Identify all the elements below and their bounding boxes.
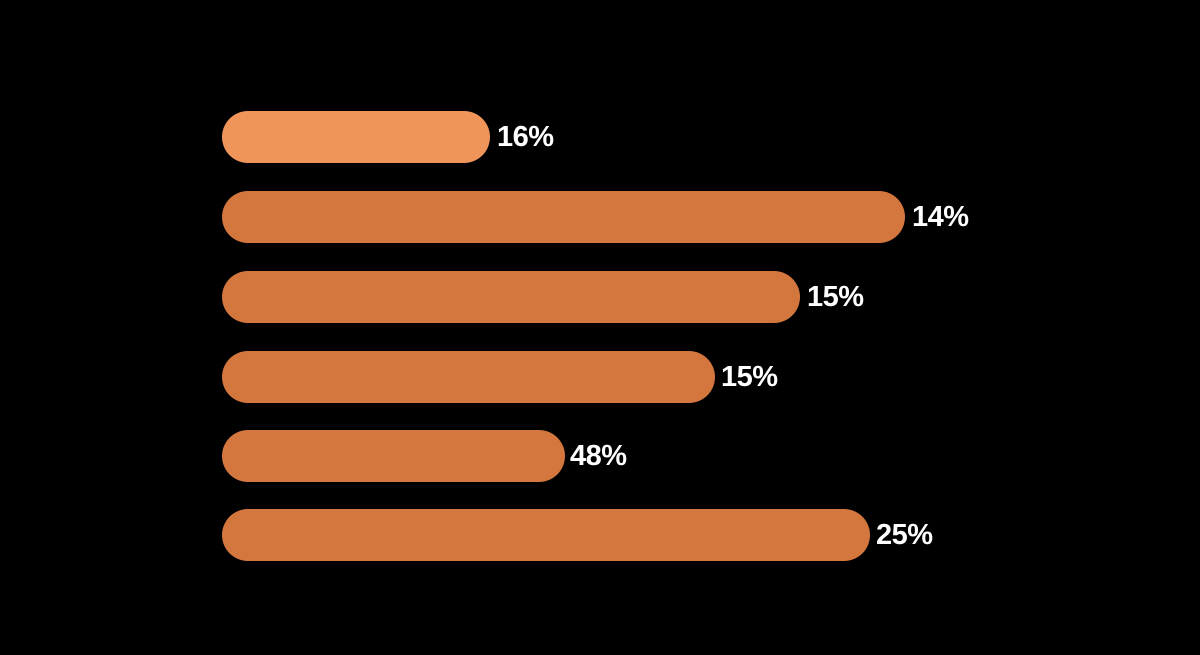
bar-label: 48% xyxy=(570,440,627,472)
bar xyxy=(222,111,490,163)
bar xyxy=(222,271,800,323)
bar xyxy=(222,191,905,243)
bar-label: 25% xyxy=(876,519,933,551)
bar-label: 15% xyxy=(721,361,778,393)
bar-label: 15% xyxy=(807,281,864,313)
bar-label: 14% xyxy=(912,201,969,233)
bar xyxy=(222,430,565,482)
bar-label: 16% xyxy=(497,121,554,153)
bar xyxy=(222,509,870,561)
bar xyxy=(222,351,715,403)
